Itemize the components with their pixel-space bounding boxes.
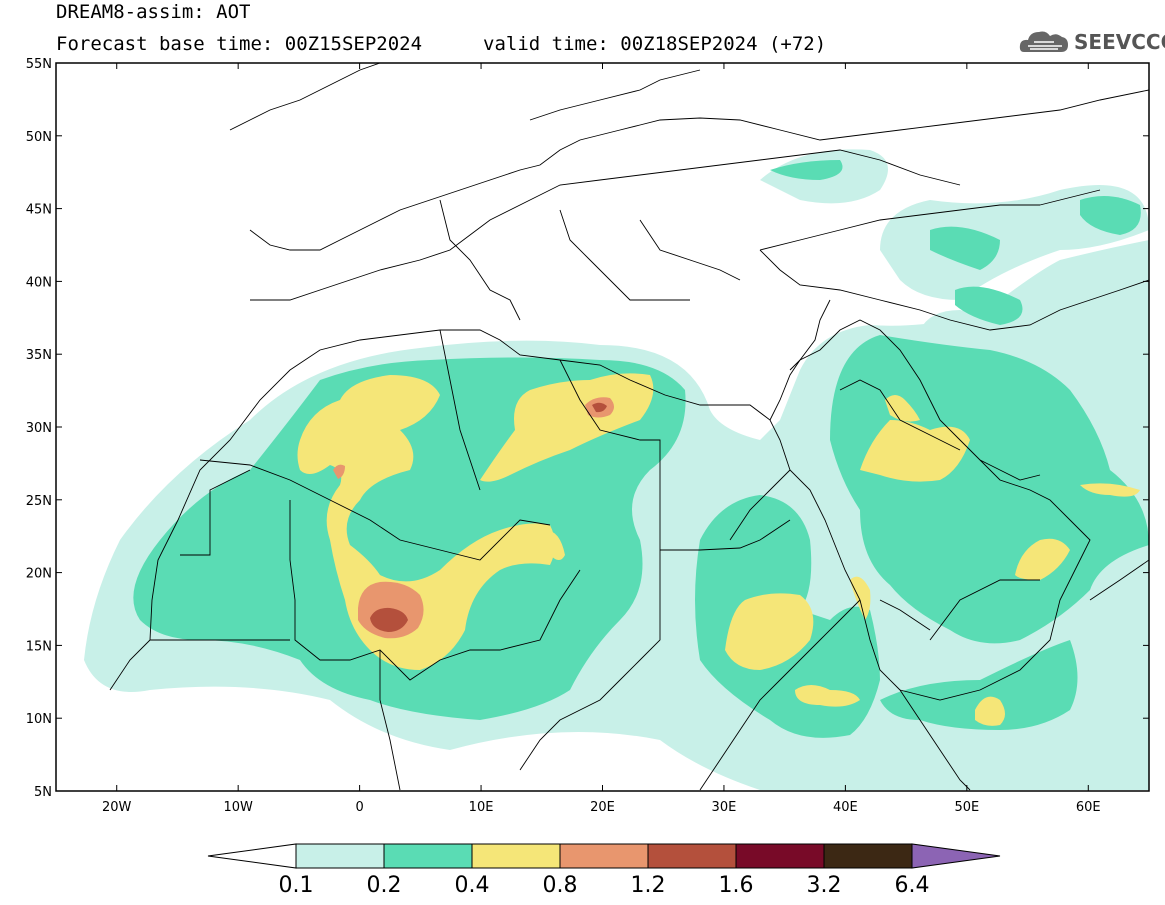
axis-ticks bbox=[56, 62, 1149, 792]
lat-label: 25N bbox=[26, 494, 52, 509]
lat-label: 35N bbox=[26, 348, 52, 363]
aot-field bbox=[84, 63, 1149, 791]
lon-label: 60E bbox=[1076, 800, 1101, 815]
valid-time: valid time: 00Z18SEP2024 (+72) bbox=[483, 33, 827, 55]
lat-label: 40N bbox=[26, 275, 52, 290]
lat-label: 10N bbox=[26, 712, 52, 727]
lat-label: 5N bbox=[34, 785, 52, 800]
colorbar-label: 0.8 bbox=[543, 873, 578, 898]
lon-label: 20W bbox=[102, 800, 132, 815]
colorbar-segment bbox=[735, 843, 825, 869]
longitude-labels: 20W 10W 0 10E 20E 30E 40E 50E 60E bbox=[102, 800, 1101, 815]
lat-label: 50N bbox=[26, 130, 52, 145]
lat-label: 15N bbox=[26, 639, 52, 654]
latitude-labels: 55N 50N 45N 40N 35N 30N 25N 20N 15N 10N 5N bbox=[26, 57, 52, 800]
cloud-icon bbox=[1019, 31, 1068, 52]
lat-label: 45N bbox=[26, 203, 52, 218]
lon-label: 30E bbox=[712, 800, 737, 815]
colorbar-label: 0.2 bbox=[367, 873, 402, 898]
colorbar-label: 1.2 bbox=[631, 873, 666, 898]
colorbar-label: 0.4 bbox=[455, 873, 490, 898]
colorbar-under-triangle bbox=[207, 843, 297, 869]
colorbar-segment bbox=[383, 843, 473, 869]
colorbar-segment bbox=[471, 843, 561, 869]
colorbar-label: 6.4 bbox=[895, 873, 930, 898]
colorbar-segment bbox=[647, 843, 737, 869]
coastlines-borders bbox=[109, 63, 1149, 791]
lon-label: 40E bbox=[833, 800, 858, 815]
lat-label: 30N bbox=[26, 421, 52, 436]
base-time: Forecast base time: 00Z15SEP2024 bbox=[56, 33, 423, 55]
forecast-times: Forecast base time: 00Z15SEP2024 valid ti… bbox=[56, 33, 826, 55]
colorbar-label: 0.1 bbox=[279, 873, 314, 898]
colorbar-over-triangle bbox=[911, 843, 1001, 869]
map-title: DREAM8-assim: AOT bbox=[56, 1, 251, 23]
aot-level-1.2 bbox=[370, 402, 607, 632]
lon-label: 10E bbox=[469, 800, 494, 815]
colorbar-label: 1.6 bbox=[719, 873, 754, 898]
colorbar-segment bbox=[295, 843, 385, 869]
lat-label: 55N bbox=[26, 57, 52, 72]
lon-label: 50E bbox=[954, 800, 979, 815]
lat-label: 20N bbox=[26, 567, 52, 582]
colorbar-label: 3.2 bbox=[807, 873, 842, 898]
lon-label: 10W bbox=[223, 800, 253, 815]
logo-text: SEEVCCC bbox=[1074, 30, 1165, 54]
colorbar-segment bbox=[823, 843, 913, 869]
colorbar: 0.1 0.2 0.4 0.8 1.2 1.6 3.2 6.4 bbox=[207, 843, 1001, 898]
seevccc-logo: SEEVCCC bbox=[1018, 24, 1165, 58]
lon-label: 0 bbox=[355, 800, 363, 815]
colorbar-segment bbox=[559, 843, 649, 869]
lon-label: 20E bbox=[590, 800, 615, 815]
